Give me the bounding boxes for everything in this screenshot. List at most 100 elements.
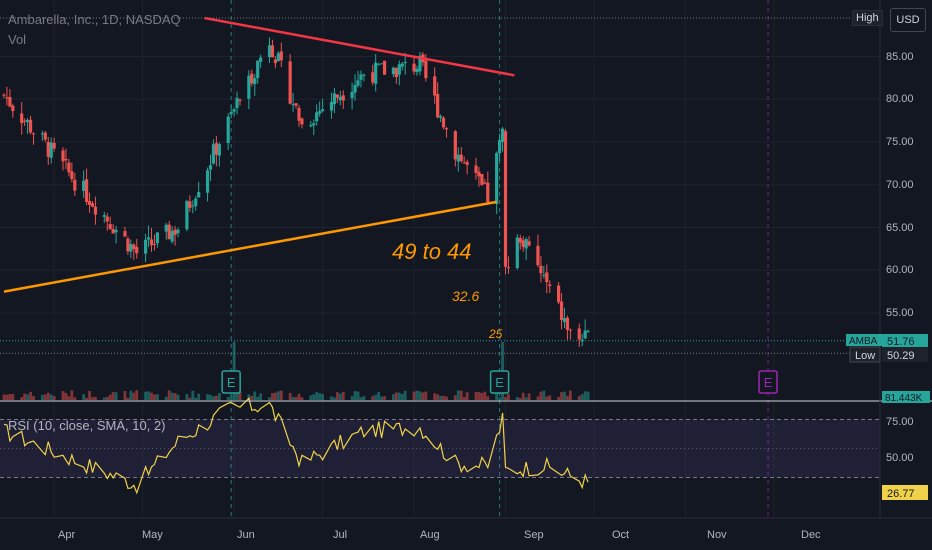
candle-body xyxy=(557,285,561,303)
volume-bar xyxy=(132,392,136,400)
volume-bar xyxy=(5,394,9,400)
time-label-dec: Dec xyxy=(801,529,821,541)
candle-body xyxy=(436,94,440,118)
candle-body xyxy=(359,74,363,80)
volume-bar xyxy=(32,396,35,400)
volume-bar xyxy=(515,397,519,400)
volume-label[interactable]: Vol xyxy=(8,32,27,47)
last-price-value: 51.76 xyxy=(887,336,915,348)
volume-bar xyxy=(23,393,27,400)
volume-bar xyxy=(586,391,590,400)
volume-bar xyxy=(123,390,127,400)
candle-body xyxy=(40,133,44,135)
candle-body xyxy=(90,203,95,207)
symbol-title[interactable]: Ambarella, Inc., 1D, NASDAQ xyxy=(8,12,181,27)
candle-body xyxy=(462,162,466,164)
volume-bar xyxy=(259,393,263,400)
volume-bar xyxy=(504,397,507,400)
volume-bar xyxy=(315,392,319,400)
candle-body xyxy=(82,180,86,191)
volume-bar xyxy=(40,394,44,400)
volume-bar xyxy=(126,397,130,400)
earnings-marker-box xyxy=(758,370,778,394)
annotation-target-2: 32.6 xyxy=(452,288,479,304)
candle-body xyxy=(356,80,360,86)
candle-body xyxy=(474,165,478,173)
candle-body xyxy=(291,104,295,106)
volume-bar xyxy=(167,390,171,400)
volume-bar xyxy=(350,396,354,400)
volume-bar xyxy=(436,394,440,400)
volume-bar xyxy=(135,390,139,400)
trendlines[interactable] xyxy=(3,16,515,293)
earnings-marker-box xyxy=(221,370,241,394)
volume-value: 81.443K xyxy=(885,393,923,404)
candle-body xyxy=(418,55,422,72)
volume-bar xyxy=(194,397,198,400)
volume-bar xyxy=(560,392,563,400)
volume-bar xyxy=(206,394,209,400)
volume-bar xyxy=(577,395,581,400)
rsi-title[interactable]: RSI (10, close, SMA, 10, 2) xyxy=(8,418,166,433)
low-value: 50.29 xyxy=(887,350,915,362)
candle-body xyxy=(577,328,581,340)
volume-bar xyxy=(176,394,180,400)
volume-bar xyxy=(173,393,177,400)
volume-bar xyxy=(102,397,106,400)
currency-button[interactable]: USD xyxy=(890,8,926,32)
candle-body xyxy=(503,131,508,267)
candle-body xyxy=(394,67,398,78)
earnings-marker[interactable]: E xyxy=(221,370,241,394)
candle-body xyxy=(49,142,53,158)
volume-bar xyxy=(400,393,404,400)
volume-bar xyxy=(498,397,501,400)
trendline-resistance[interactable] xyxy=(204,16,515,77)
rsi-current-value: 26.77 xyxy=(887,488,915,500)
earnings-marker[interactable]: E xyxy=(489,370,510,394)
volume-bar xyxy=(421,392,425,400)
earnings-marker[interactable]: E xyxy=(758,370,778,394)
volume-bar xyxy=(356,391,360,400)
price-tick-65: 65.00 xyxy=(886,222,914,234)
volume-bar xyxy=(536,396,540,400)
candle-body xyxy=(229,112,233,115)
volume-bar xyxy=(215,395,218,400)
rsi-tick-75: 75.00 xyxy=(886,416,914,428)
candle-body xyxy=(211,144,216,164)
candle-body xyxy=(11,105,15,112)
volume-bar xyxy=(147,391,150,400)
candle-body xyxy=(205,170,210,193)
candle-body xyxy=(441,117,446,128)
candle-body xyxy=(332,93,336,105)
time-label-apr: Apr xyxy=(58,529,75,541)
candle-body xyxy=(300,118,304,125)
candle-body xyxy=(67,162,71,173)
candle-body xyxy=(315,112,319,122)
trendline-support[interactable] xyxy=(3,200,497,293)
volume-bar xyxy=(465,392,469,400)
volume-bar xyxy=(209,394,212,400)
candle-body xyxy=(270,45,275,58)
last-price-value-bg xyxy=(882,334,928,348)
candle-body xyxy=(586,330,590,333)
candle-body xyxy=(185,200,189,230)
candle-body xyxy=(397,64,401,75)
volume-bar xyxy=(185,394,189,400)
volume-bar xyxy=(477,392,481,400)
price-tick-80: 80.00 xyxy=(886,93,914,105)
candle-body xyxy=(288,61,292,104)
candle-body xyxy=(5,97,9,99)
volume-bar xyxy=(105,396,109,400)
volume-bar xyxy=(67,396,71,400)
candle-body xyxy=(167,224,171,240)
candle-body xyxy=(146,237,151,240)
candle-body xyxy=(439,116,443,118)
candle-body xyxy=(294,103,298,106)
volume-bar xyxy=(82,394,86,400)
volume-bar xyxy=(300,397,304,400)
candle-body xyxy=(253,78,257,85)
candle-body xyxy=(129,244,133,252)
volume-bar xyxy=(20,397,24,400)
